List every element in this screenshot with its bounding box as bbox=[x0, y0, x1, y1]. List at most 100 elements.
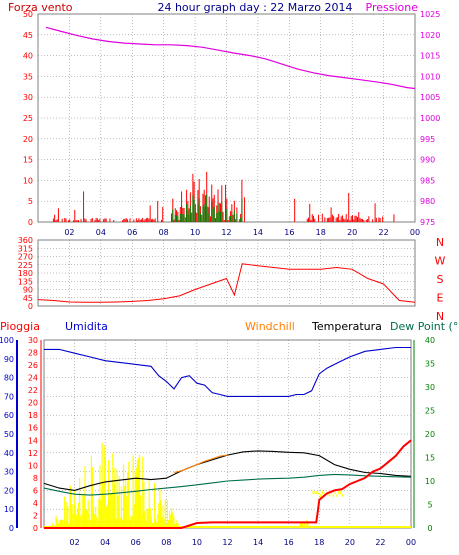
series-line-pioggia bbox=[44, 439, 412, 529]
wind-tick-label: 50 bbox=[23, 10, 33, 19]
direction-tick-label: 90 bbox=[23, 286, 33, 295]
humidity-tick-label: 14 bbox=[28, 436, 38, 445]
wind-tick-label: 15 bbox=[23, 156, 33, 165]
x-tick-label: 20 bbox=[345, 538, 355, 547]
dewpoint-tick-label: 35 bbox=[425, 360, 435, 369]
weather-panel: Pioggia Umidita Windchill Temperatura Dew Po… bbox=[0, 320, 459, 547]
weather-legend: Pioggia Umidita Windchill Temperatura Dew Po… bbox=[0, 320, 459, 333]
x-tick-label: 06 bbox=[127, 228, 137, 237]
x-tick-label: 08 bbox=[159, 228, 169, 237]
dewpoint-tick-label: 10 bbox=[425, 477, 435, 486]
dewpoint-tick-label: 5 bbox=[427, 501, 432, 510]
wind-tick-label: 0 bbox=[28, 218, 33, 227]
humidity-tick-label: 2 bbox=[33, 511, 38, 520]
x-tick-label: 14 bbox=[253, 228, 263, 237]
x-tick-label: 04 bbox=[96, 228, 106, 237]
wind-speed-ticks: 0 5 10 15 20 25 30 35 40 45 50 bbox=[23, 10, 33, 227]
x-tick-label: 10 bbox=[192, 538, 202, 547]
rain-tick-label: 60 bbox=[4, 411, 14, 420]
dewpoint-tick-label: 0 bbox=[427, 524, 432, 533]
compass-label: E bbox=[437, 292, 444, 305]
rain-tick-label: 20 bbox=[4, 486, 14, 495]
wind-speed-bars bbox=[52, 171, 395, 222]
x-tick-label: 12 bbox=[222, 538, 232, 547]
compass-label: S bbox=[437, 273, 444, 286]
rain-tick-label: 30 bbox=[4, 468, 14, 477]
humidity-tick-label: 16 bbox=[28, 424, 38, 433]
direction-tick-label: 270 bbox=[18, 253, 33, 262]
humidity-tick-label: 0 bbox=[33, 524, 38, 533]
rain-ticks: 0 10 20 30 40 50 60 70 80 90 100 bbox=[0, 336, 18, 533]
dewpoint-tick-label: 25 bbox=[425, 407, 435, 416]
series-line-dew-point bbox=[43, 473, 412, 496]
pressure-ticks: 975 980 985 990 995 1000 1005 1010 1015 1020 1025 bbox=[420, 10, 440, 227]
direction-line bbox=[37, 263, 416, 303]
series-line-umidita bbox=[44, 346, 411, 397]
panel2-grid bbox=[38, 240, 415, 306]
humidity-tick-label: 22 bbox=[28, 386, 38, 395]
pressure-tick-label: 975 bbox=[420, 218, 435, 227]
rain-tick-label: 10 bbox=[4, 505, 14, 514]
x-tick-label: 04 bbox=[100, 538, 110, 547]
x-tick-label: 22 bbox=[375, 538, 385, 547]
x-tick-label: 16 bbox=[284, 538, 294, 547]
rain-tick-label: 0 bbox=[9, 524, 14, 533]
legend-label: Pioggia bbox=[0, 320, 40, 333]
pressure-axis-title: Pressione bbox=[366, 1, 419, 14]
compass-label: W bbox=[435, 255, 446, 268]
x-tick-label: 16 bbox=[284, 228, 294, 237]
compass-label: N bbox=[436, 310, 444, 323]
x-tick-label: 18 bbox=[316, 228, 326, 237]
legend-label: Temperatura bbox=[311, 320, 382, 333]
wind-tick-label: 5 bbox=[28, 197, 33, 206]
pressure-series bbox=[45, 26, 416, 90]
pressure-tick-label: 1020 bbox=[420, 31, 440, 40]
humidity-tick-label: 28 bbox=[28, 349, 38, 358]
wind-tick-label: 25 bbox=[23, 114, 33, 123]
wind-tick-label: 30 bbox=[23, 93, 33, 102]
humidity-tick-label: 18 bbox=[28, 411, 38, 420]
direction-tick-label: 135 bbox=[18, 277, 33, 286]
dewpoint-tick-label: 20 bbox=[425, 430, 435, 439]
x-tick-label: 06 bbox=[131, 538, 141, 547]
rain-tick-label: 70 bbox=[4, 392, 14, 401]
humidity-tick-label: 8 bbox=[33, 474, 38, 483]
direction-series bbox=[37, 263, 416, 303]
pressure-tick-label: 990 bbox=[420, 156, 435, 165]
humidity-tick-label: 20 bbox=[28, 399, 38, 408]
legend-label: Dew Point (°C bbox=[390, 320, 459, 333]
pressure-tick-label: 1010 bbox=[420, 72, 440, 81]
wind-tick-label: 10 bbox=[23, 176, 33, 185]
graph-title: 24 hour graph day : 22 Marzo 2014 bbox=[157, 1, 352, 14]
wind-tick-label: 35 bbox=[23, 72, 33, 81]
pressure-line bbox=[45, 26, 416, 90]
humidity-tick-label: 12 bbox=[28, 449, 38, 458]
direction-tick-label: 0 bbox=[28, 302, 33, 311]
rain-tick-label: 50 bbox=[4, 430, 14, 439]
direction-tick-label: 45 bbox=[23, 294, 33, 303]
dewpoint-tick-label: 15 bbox=[425, 454, 435, 463]
pressure-tick-label: 1015 bbox=[420, 52, 440, 61]
humidity-tick-label: 30 bbox=[28, 336, 38, 345]
dewpoint-ticks: 0 5 10 15 20 25 30 35 40 bbox=[413, 336, 435, 533]
x-tick-label: 00 bbox=[406, 538, 416, 547]
humidity-tick-label: 24 bbox=[28, 374, 38, 383]
x-tick-label: 08 bbox=[161, 538, 171, 547]
wind-axis-title: Forza vento bbox=[8, 1, 73, 14]
x-tick-label: 02 bbox=[64, 228, 74, 237]
legend-label: Windchill bbox=[245, 320, 295, 333]
x-tick-label: 20 bbox=[347, 228, 357, 237]
series-line-windchill bbox=[173, 454, 228, 474]
humidity-tick-label: 6 bbox=[33, 486, 38, 495]
direction-tick-label: 225 bbox=[18, 261, 33, 270]
wind-tick-label: 40 bbox=[23, 52, 33, 61]
panel3-grid bbox=[44, 340, 411, 528]
humidity-tick-label: 26 bbox=[28, 361, 38, 370]
legend-label: Umidita bbox=[65, 320, 108, 333]
x-tick-label: 14 bbox=[253, 538, 263, 547]
